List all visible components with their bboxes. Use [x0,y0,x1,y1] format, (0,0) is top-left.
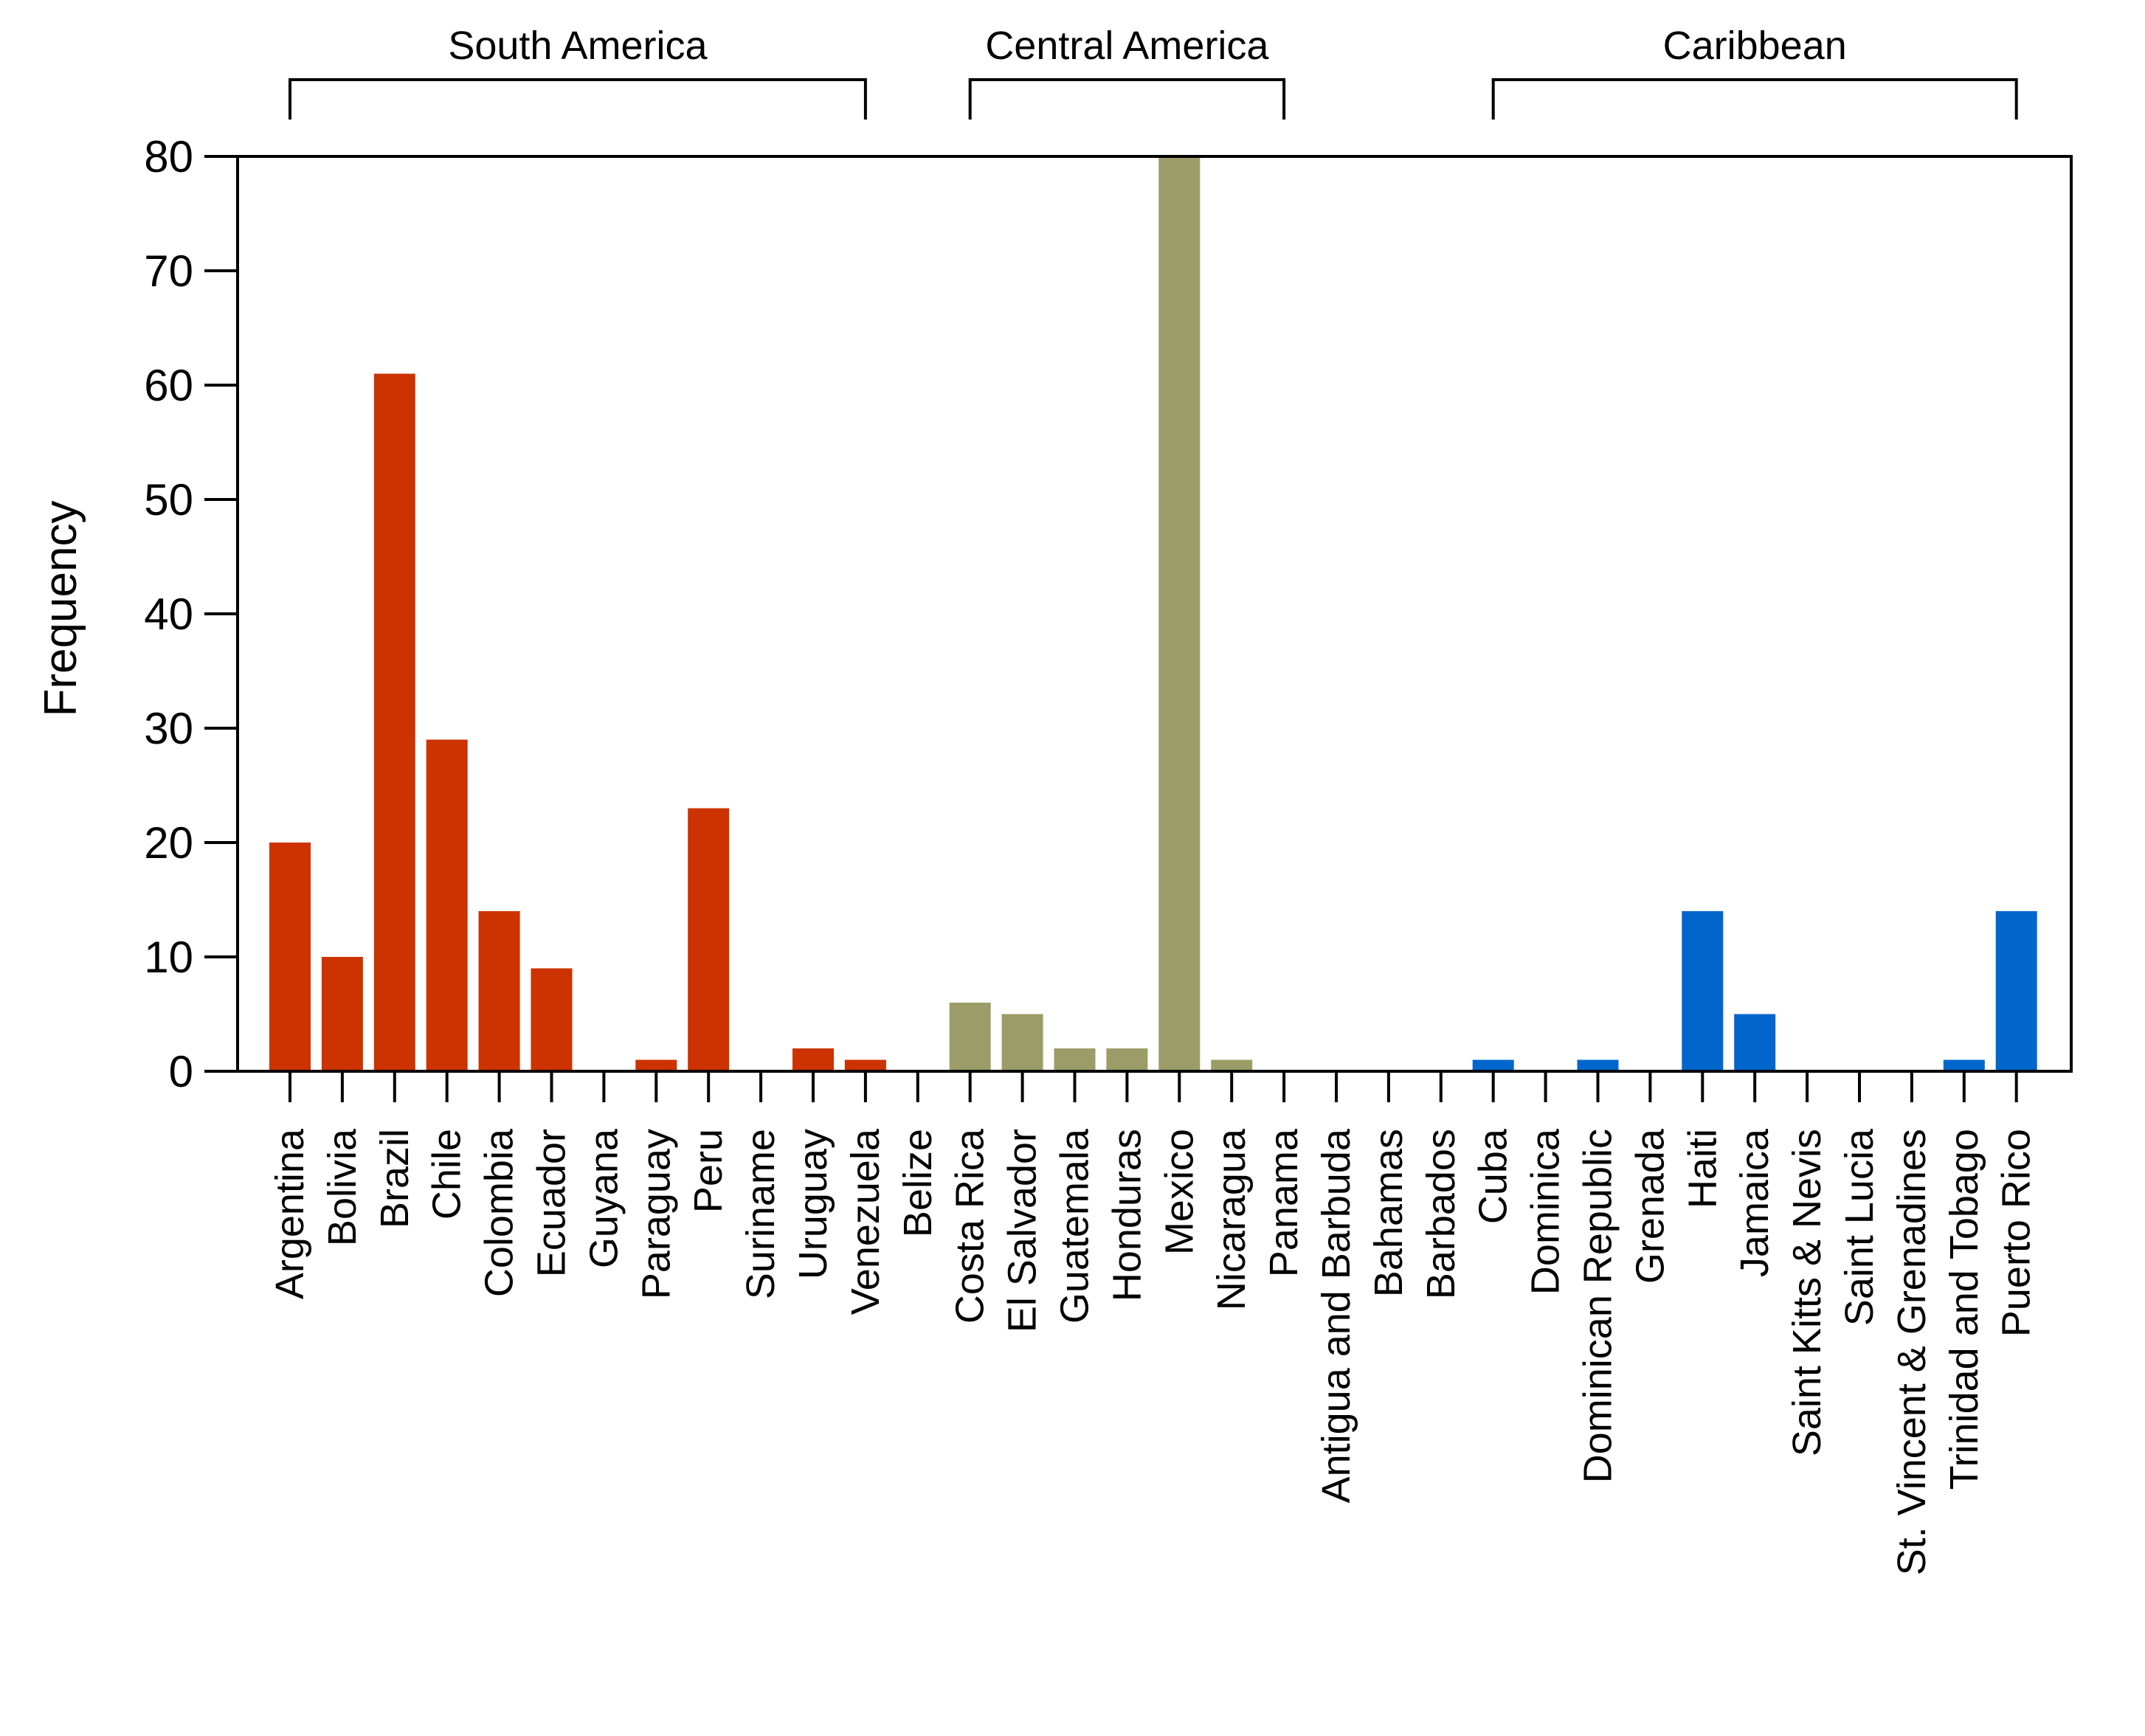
bar-bolivia [321,957,363,1071]
x-tick-label: Guatemala [1053,1128,1097,1324]
x-tick-label: Nicaragua [1209,1128,1254,1310]
bar-jamaica [1734,1014,1776,1071]
bar-costa-rica [949,1003,991,1071]
y-tick-label: 0 [169,1047,193,1096]
x-tick-label: Brazil [373,1129,417,1228]
x-tick-label: Honduras [1105,1129,1149,1301]
x-tick-label: Antigua and Barbuda [1314,1128,1358,1503]
bar-chile [426,739,468,1071]
bar-honduras [1106,1048,1148,1071]
x-tick-label: Puerto Rico [1994,1129,2039,1337]
bar-brazil [373,373,415,1071]
x-tick-label: St. Vincent & Grenadines [1890,1129,1934,1575]
bar-mexico [1158,156,1201,1071]
region-label: Central America [985,24,1269,68]
bar-trinidad-and-tobago [1943,1059,1985,1071]
x-tick-label: Barbados [1419,1129,1463,1299]
y-tick-label: 10 [144,933,193,982]
x-tick-label: Jamaica [1733,1128,1777,1277]
x-tick-label: Ecuador [530,1129,574,1277]
bar-peru [688,808,730,1071]
x-tick-label: Bahamas [1367,1129,1411,1297]
x-tick-label: Paraguay [634,1129,678,1299]
x-tick-label: Suriname [739,1129,783,1299]
bar-ecuador [531,968,573,1071]
y-tick-label: 60 [144,361,193,410]
x-tick-label: Peru [686,1129,730,1213]
bar-cuba [1472,1059,1514,1071]
region-brackets: South America Central America Caribbean [289,24,2018,120]
bar-puerto-rico [1995,911,2037,1071]
x-tick-label: Mexico [1157,1129,1201,1255]
plot-frame [236,155,2073,1073]
x-tick-label: El Salvador [1001,1129,1045,1332]
bar-haiti [1682,911,1724,1071]
x-tick-label: Haiti [1680,1129,1724,1208]
bar-paraguay [635,1059,677,1071]
x-tick-label: Colombia [477,1128,522,1297]
y-axis: 0 10 20 30 40 50 60 70 80 [144,132,238,1096]
bar-guatemala [1054,1048,1096,1071]
region-bracket [1491,78,2018,120]
y-tick-label: 20 [144,818,193,868]
bar-argentina [269,843,311,1071]
x-tick-label: Belize [896,1129,940,1237]
x-tick-label: Argentina [268,1128,312,1299]
bar-colombia [478,911,520,1071]
y-tick-label: 30 [144,704,193,753]
y-tick-label: 80 [144,132,193,181]
x-tick-label: Venezuela [843,1128,888,1315]
x-tick-label: Panama [1262,1128,1306,1277]
y-tick-label: 40 [144,589,193,639]
x-tick-label: Trinidad and Tobago [1942,1129,1986,1490]
x-tick-label: Saint Kitts & Nevis [1785,1129,1829,1456]
region-label: South America [448,24,708,68]
x-axis: Argentina Bolivia Brazil Chile Colombia Ecuad… [268,1071,2039,1575]
x-tick-label: Saint Lucia [1837,1128,1882,1326]
x-tick-label: Costa Rica [948,1128,992,1324]
x-tick-label: Grenada [1628,1128,1672,1284]
x-tick-label: Cuba [1471,1128,1516,1224]
x-tick-label: Bolivia [320,1128,365,1246]
bar-dominican-republic [1577,1059,1619,1071]
x-tick-label: Dominica [1524,1128,1568,1295]
bar-uruguay [792,1048,834,1071]
bars [269,156,2037,1071]
y-tick-label: 50 [144,475,193,525]
bar-venezuela [844,1059,886,1071]
x-tick-label: Chile [425,1129,469,1220]
x-tick-label: Dominican Republic [1576,1129,1620,1483]
region-label: Caribbean [1663,24,1847,68]
x-tick-label: Guyana [581,1128,626,1268]
region-bracket [289,78,867,120]
y-axis-title: Frequency [35,501,86,717]
bar-el-salvador [1001,1014,1043,1071]
x-tick-label: Uruguay [791,1129,835,1279]
region-bracket [968,78,1286,120]
bar-nicaragua [1211,1059,1253,1071]
y-tick-label: 70 [144,246,193,296]
